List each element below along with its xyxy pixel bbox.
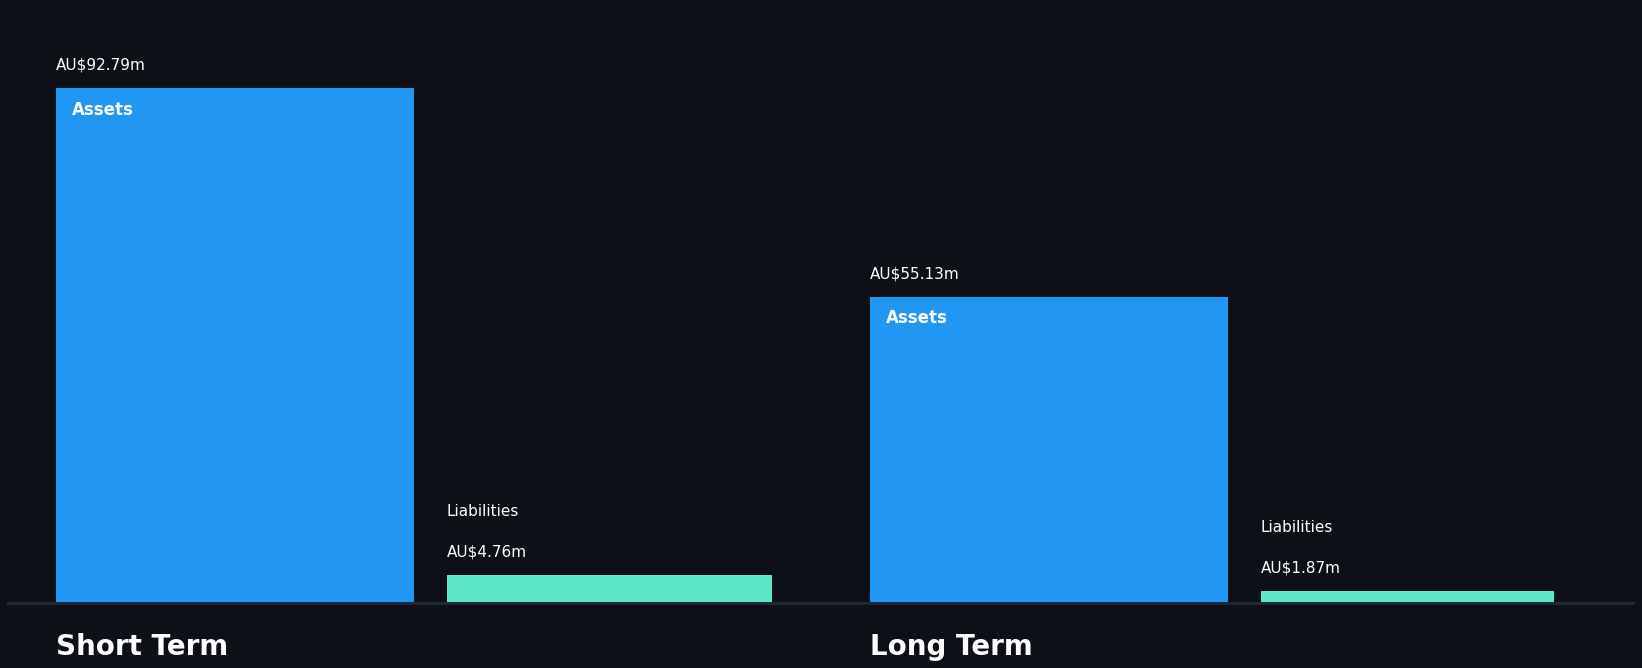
Text: Assets: Assets [72,101,135,119]
Text: Assets: Assets [887,309,947,327]
Bar [7,602,1635,605]
Text: AU$1.87m: AU$1.87m [1261,560,1340,576]
Text: Liabilities: Liabilities [447,504,519,519]
Text: Long Term: Long Term [870,633,1033,661]
Text: Liabilities: Liabilities [1261,520,1333,535]
Bar [447,575,772,602]
Text: Short Term: Short Term [56,633,228,661]
Text: AU$92.79m: AU$92.79m [56,57,146,73]
Text: AU$55.13m: AU$55.13m [870,266,959,281]
Bar [56,88,414,602]
Text: AU$4.76m: AU$4.76m [447,545,527,560]
Bar [1261,591,1553,602]
Bar [870,297,1228,602]
